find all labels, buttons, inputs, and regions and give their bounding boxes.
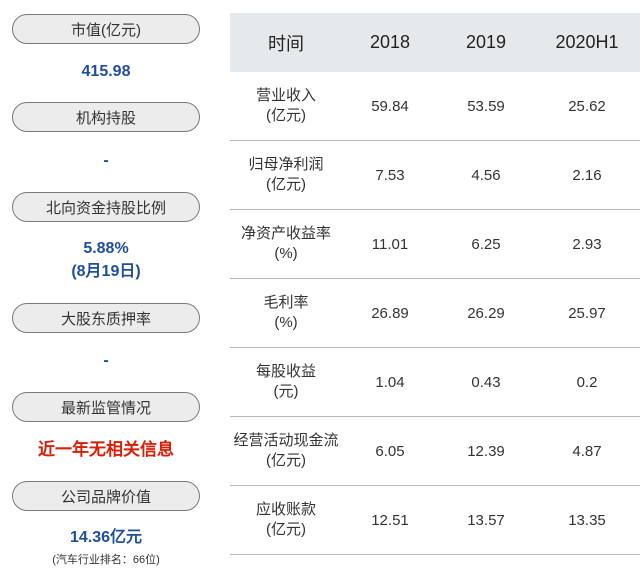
row-label-unit: (亿元) [266,521,306,538]
row-label: 归母净利润 (亿元) [230,155,342,195]
row-label-main: 毛利率 [263,294,309,311]
row-label-unit: (%) [274,314,298,331]
table-row-gross-margin: 毛利率 (%) 26.89 26.29 25.97 [230,279,640,348]
row-label: 净资产收益率 (%) [230,224,342,264]
header-2020h1: 2020H1 [555,32,619,52]
cell-2020h1: 25.62 [568,97,606,115]
row-label: 营业收入 (亿元) [230,86,342,126]
northbound-holding-value: 5.88% [83,240,129,257]
cell-2018: 26.89 [371,304,409,322]
row-label: 每股收益 (元) [230,362,342,402]
row-label-main: 营业收入 [255,87,316,104]
row-label-unit: (亿元) [266,452,306,469]
cell-2020h1: 4.87 [572,442,602,460]
cell-2019: 53.59 [467,97,505,115]
regulatory-status-label: 最新监管情况 [12,392,200,422]
cell-2020h1: 2.16 [572,166,602,184]
row-label-main: 净资产收益率 [240,225,331,242]
cell-2020h1: 25.97 [568,304,606,322]
row-label-unit: (亿元) [266,176,306,193]
brand-value-rank-note: (汽车行业排名：66位) [52,554,160,566]
table-row-net-profit: 归母净利润 (亿元) 7.53 4.56 2.16 [230,141,640,210]
table-row-receivables: 应收账款 (亿元) 12.51 13.57 13.35 [230,486,640,555]
cell-2020h1: 13.35 [568,511,606,529]
cell-2020h1: 2.93 [572,235,602,253]
brand-value-label: 公司品牌价值 [12,481,200,511]
cell-2020h1: 0.2 [576,373,598,391]
stock-summary-panel: 市值(亿元) 415.98 机构持股 - 北向资金持股比例 5.88% (8月1… [0,0,214,579]
row-label-main: 每股收益 [255,363,316,380]
regulatory-status-value: 近一年无相关信息 [38,440,174,459]
header-2018: 2018 [369,32,411,52]
row-label: 毛利率 (%) [230,293,342,333]
row-label-unit: (元) [273,383,299,400]
table-row-operating-cash-flow: 经营活动现金流 (亿元) 6.05 12.39 4.87 [230,417,640,486]
pledge-ratio-label: 大股东质押率 [12,303,200,333]
header-2019: 2019 [465,32,507,52]
row-label-main: 归母净利润 [248,156,324,173]
row-label: 应收账款 (亿元) [230,500,342,540]
northbound-holding-date: (8月19日) [71,263,141,280]
row-label-unit: (%) [274,245,298,262]
market-cap-label: 市值(亿元) [12,14,200,44]
table-row-roe: 净资产收益率 (%) 11.01 6.25 2.93 [230,210,640,279]
market-cap-value: 415.98 [81,63,131,80]
financial-table: 时间 2018 2019 2020H1 营业收入 (亿元) 59.84 53.59… [230,13,640,555]
cell-2018: 59.84 [371,97,409,115]
cell-2018: 7.53 [375,166,405,184]
cell-2019: 26.29 [467,304,505,322]
cell-2019: 0.43 [471,373,501,391]
row-label-main: 应收账款 [255,501,316,518]
cell-2018: 1.04 [375,373,405,391]
pledge-ratio-value: - [103,352,109,369]
table-header: 时间 2018 2019 2020H1 [230,13,640,72]
row-label: 经营活动现金流 (亿元) [230,431,342,471]
cell-2018: 12.51 [371,511,409,529]
cell-2018: 11.01 [371,235,409,253]
header-time: 时间 [268,33,304,54]
cell-2019: 6.25 [471,235,501,253]
institutional-holding-label: 机构持股 [12,102,200,132]
cell-2019: 13.57 [467,511,505,529]
brand-value-value: 14.36亿元 [69,529,143,546]
cell-2018: 6.05 [375,442,405,460]
row-label-unit: (亿元) [266,107,306,124]
cell-2019: 12.39 [467,442,505,460]
northbound-holding-label: 北向资金持股比例 [12,192,200,222]
table-row-eps: 每股收益 (元) 1.04 0.43 0.2 [230,348,640,417]
row-label-main: 经营活动现金流 [233,432,339,449]
table-row-revenue: 营业收入 (亿元) 59.84 53.59 25.62 [230,72,640,141]
institutional-holding-value: - [103,152,109,169]
cell-2019: 4.56 [471,166,501,184]
